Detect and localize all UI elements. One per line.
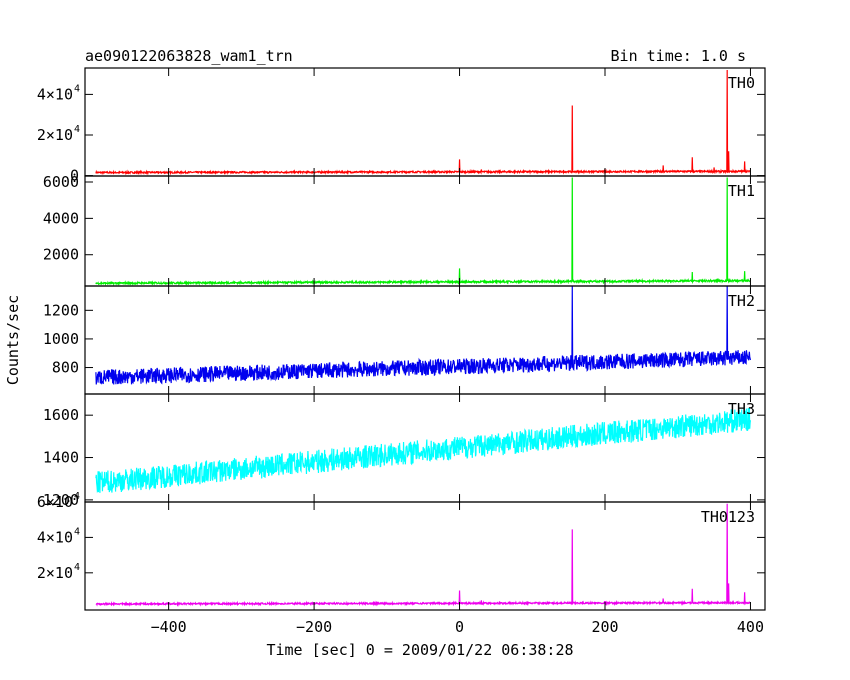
y-tick-label: 1000: [43, 330, 79, 348]
panel-th2: 800 1000 1200 TH2: [43, 285, 766, 395]
x-tick-label: −400: [151, 618, 187, 636]
y-tick-label: 800: [52, 359, 79, 377]
y-tick-label: 1600: [43, 406, 79, 424]
x-tick-label: −200: [296, 618, 332, 636]
y-tick-label: 4×10: [37, 528, 73, 546]
series-line-th0123: [95, 503, 751, 607]
y-tick-label: 0: [70, 167, 79, 185]
panel-label: TH0: [728, 74, 755, 92]
obs-title: ae090122063828_wam1_trn: [85, 47, 293, 65]
panel-frame: [84, 501, 766, 611]
panel-th0: 02×10 44×10 4 TH0: [37, 67, 766, 185]
series-line-th2: [95, 286, 752, 385]
panel-label: TH2: [728, 292, 755, 310]
panel-label: TH1: [728, 182, 755, 200]
series-line-th0: [95, 70, 751, 176]
x-tick-label: 200: [591, 618, 618, 636]
series-line-th1: [95, 177, 752, 286]
y-tick-label: 2×10: [37, 126, 73, 144]
y-tick-exponent: 4: [74, 526, 80, 537]
bin-time-label: Bin time: 1.0 s: [611, 47, 746, 65]
y-tick-exponent: 4: [74, 124, 80, 135]
y-tick-label: 6×10: [37, 493, 73, 511]
y-tick-label: 4000: [43, 209, 79, 227]
y-tick-label: 2×10: [37, 564, 73, 582]
y-tick-label: 1200: [43, 491, 79, 509]
y-tick-exponent: 4: [74, 83, 80, 94]
y-tick-exponent: 4: [74, 562, 80, 573]
panel-frame: [84, 67, 766, 177]
y-tick-label: 4×10: [37, 85, 73, 103]
panel-frame: [84, 175, 766, 287]
x-tick-label: 0: [455, 618, 464, 636]
y-tick-exponent: 4: [74, 491, 80, 502]
panel-label: TH0123: [701, 508, 755, 526]
y-axis-label: Counts/sec: [4, 295, 22, 385]
y-tick-label: 1400: [43, 449, 79, 467]
x-tick-label: 400: [737, 618, 764, 636]
y-tick-label: 6000: [43, 173, 79, 191]
y-tick-label: 1200: [43, 301, 79, 319]
panel-th3: 1200 1400 1600 TH3: [43, 393, 766, 509]
x-axis-label: Time [sec] 0 = 2009/01/22 06:38:28: [266, 641, 573, 659]
series-line-th3: [95, 408, 752, 494]
panel-frame: [84, 393, 766, 503]
panel-label: TH3: [728, 400, 755, 418]
panel-th1: 2000 4000 6000 TH1: [43, 173, 766, 287]
y-tick-label: 2000: [43, 246, 79, 264]
